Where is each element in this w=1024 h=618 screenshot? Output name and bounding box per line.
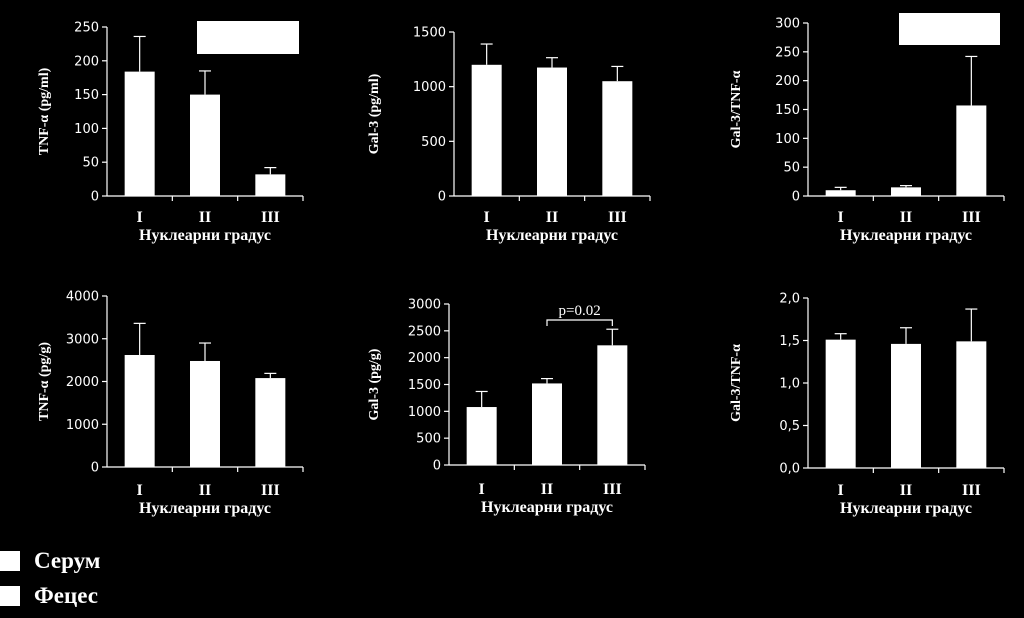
chart5-bar-II [532,383,562,465]
chart1-category-label: I [137,209,143,226]
chart4-y-tick-label: 2000 [66,375,99,390]
legend-label-feces: Фецес [34,583,98,608]
chart1-y-tick-label: 150 [74,88,99,103]
chart6-bar-III [956,341,987,468]
chart3-y-tick-label: 300 [775,17,800,32]
chart3-y-tick-label: 150 [775,103,800,118]
chart4-y-axis-title: TNF-α (pg/g) [37,342,52,421]
chart6-y-axis-title: Gal-3/TNF-α [729,344,744,422]
chart2-category-label: II [546,209,558,226]
chart4-category-label: II [199,482,211,499]
chart1-y-tick-label: 0 [91,190,99,205]
chart2-bar-III [602,81,633,196]
chart1-y-axis-title: TNF-α (pg/ml) [37,67,52,155]
chart6-y-tick-label: 1,0 [779,377,800,392]
legend-label-serum: Серум [34,548,101,573]
chart5-y-tick-label: 2500 [408,324,441,339]
chart3-category-label: I [838,209,844,226]
chart4-category-label: I [137,482,143,499]
blank-box-1 [197,21,299,54]
chart2-x-axis-title: Нуклеарни градус [486,227,618,244]
chart5-y-tick-label: 3000 [408,298,441,313]
chart3-y-tick-label: 0 [792,190,800,205]
chart1-y-tick-label: 250 [74,21,99,36]
chart4-x-axis-title: Нуклеарни градус [139,500,271,517]
chart6-category-label: III [962,482,981,499]
chart4-bar-I [124,354,155,467]
chart5-category-label: III [603,481,622,498]
chart2-y-tick-label: 1000 [413,80,446,95]
chart1-bar-III [255,174,286,196]
chart4-category-label: III [261,482,280,499]
chart3-y-tick-label: 50 [783,161,800,176]
chart2-bar-I [471,64,502,196]
chart3-bar-III [956,105,987,196]
chart5-y-axis-title: Gal-3 (pg/g) [367,348,382,420]
chart5-significance-label: p=0.02 [559,303,601,319]
chart2-y-tick-label: 500 [421,135,446,150]
legend-item-serum: Серум [0,548,100,574]
chart4-bar-III [255,378,286,467]
chart3-x-axis-title: Нуклеарни градус [840,227,972,244]
chart5-significance-bracket [546,319,613,326]
chart3-y-tick-label: 100 [775,132,800,147]
chart6-category-label: II [900,482,912,499]
chart1-y-tick-label: 100 [74,122,99,137]
chart5-x-axis-title: Нуклеарни градус [481,499,613,516]
chart6-y-tick-label: 0,5 [779,419,800,434]
legend-item-feces: Фецес [0,583,98,609]
chart4-bar-II [190,360,220,467]
chart1-category-label: II [199,209,211,226]
chart1-bar-II [190,94,220,196]
chart3-category-label: II [900,209,912,226]
chart1-y-tick-label: 200 [74,54,99,69]
chart5-y-tick-label: 2000 [408,351,441,366]
chart1-bar-I [124,71,155,196]
chart6-bar-I [825,339,856,468]
chart5-y-tick-label: 1000 [408,405,441,420]
chart2-y-tick-label: 0 [438,190,446,205]
chart1-y-tick-label: 50 [82,156,99,171]
chart6-bar-II [891,343,921,468]
chart5-category-label: I [479,481,485,498]
chart4-y-tick-label: 1000 [66,418,99,433]
chart3-y-tick-label: 250 [775,45,800,60]
chart2-y-tick-label: 1500 [413,26,446,41]
chart2-category-label: I [484,209,490,226]
chart2-bar-II [537,67,567,197]
legend-swatch-feces [0,586,20,606]
chart6-x-axis-title: Нуклеарни градус [840,500,972,517]
chart4-y-tick-label: 3000 [66,332,99,347]
chart6-y-tick-label: 2,0 [779,292,800,307]
chart1-x-axis-title: Нуклеарни градус [139,227,271,244]
chart6-category-label: I [838,482,844,499]
chart2-category-label: III [608,209,627,226]
chart5-y-tick-label: 0 [433,459,441,474]
chart1-category-label: III [261,209,280,226]
chart5-bar-III [597,345,628,465]
chart4-y-tick-label: 0 [91,461,99,476]
chart2-y-axis-title: Gal-3 (pg/ml) [367,73,382,154]
chart5-y-tick-label: 500 [416,432,441,447]
chart6-y-tick-label: 0,0 [779,462,800,477]
chart5-bar-I [466,407,497,465]
chart4-y-tick-label: 4000 [66,290,99,305]
chart3-bar-I [825,190,856,196]
chart5-category-label: II [541,481,553,498]
chart6-y-tick-label: 1,5 [779,334,800,349]
legend-swatch-serum [0,551,20,571]
chart5-y-tick-label: 1500 [408,378,441,393]
chart3-bar-II [891,187,921,196]
chart3-y-tick-label: 200 [775,74,800,89]
chart3-category-label: III [962,209,981,226]
blank-box-2 [899,13,1000,45]
chart3-y-axis-title: Gal-3/TNF-α [729,70,744,148]
